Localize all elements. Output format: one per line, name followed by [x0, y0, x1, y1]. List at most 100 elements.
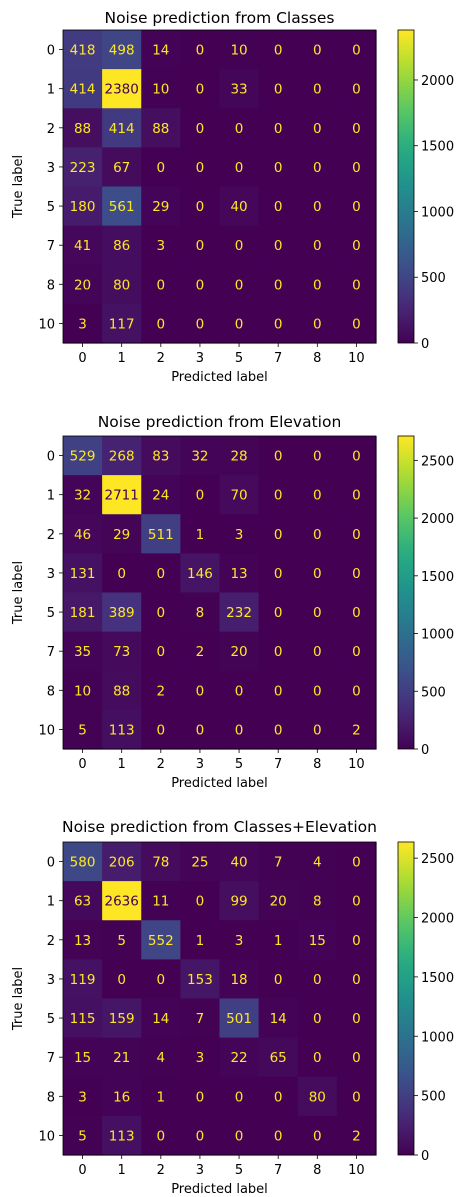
cell-value-label: 0	[313, 722, 322, 738]
cell-value-label: 0	[352, 894, 361, 910]
cell-value-label: 7	[274, 855, 283, 871]
x-tick-label: 5	[235, 757, 243, 772]
heatmap-cell	[180, 709, 221, 750]
heatmap-cell	[180, 225, 221, 266]
heatmap-cell	[63, 69, 103, 109]
heatmap-cell	[102, 553, 142, 594]
heatmap-cell	[219, 1076, 260, 1117]
cell-value-label: 0	[157, 1128, 166, 1144]
heatmap-cell	[297, 147, 338, 188]
heatmap-cell	[102, 475, 142, 515]
cell-value-label: 0	[196, 82, 205, 98]
heatmap-cell	[141, 147, 181, 188]
cell-value-label: 0	[352, 605, 361, 621]
heatmap-cell	[336, 514, 377, 554]
cell-value-label: 3	[235, 933, 244, 949]
cell-value-label: 0	[274, 488, 283, 504]
heatmap-cell	[102, 709, 142, 750]
cell-value-label: 0	[196, 199, 205, 215]
heatmap-cell	[219, 186, 260, 227]
heatmap-cell	[63, 186, 103, 227]
heatmap-cell	[297, 709, 338, 750]
cell-value-label: 119	[70, 972, 96, 988]
cell-value-label: 580	[70, 855, 96, 871]
heatmap-cell	[258, 514, 299, 554]
cell-value-label: 8	[313, 894, 322, 910]
cell-value-label: 223	[70, 160, 96, 176]
cell-value-label: 0	[196, 683, 205, 699]
cell-value-label: 0	[235, 1089, 244, 1105]
heatmap-cell	[141, 881, 181, 921]
cell-value-label: 10	[230, 43, 247, 59]
heatmap-cell	[141, 69, 181, 109]
heatmap-cell	[102, 186, 142, 227]
cell-value-label: 0	[235, 722, 244, 738]
cell-value-label: 0	[352, 238, 361, 254]
heatmap-cell	[180, 959, 221, 1000]
cell-value-label: 10	[74, 683, 91, 699]
cell-value-label: 0	[117, 972, 126, 988]
heatmap-cell	[180, 514, 221, 554]
heatmap-cell	[180, 592, 221, 633]
cell-value-label: 146	[187, 566, 213, 582]
heatmap-cell	[180, 69, 221, 109]
heatmap-cell	[141, 186, 181, 227]
heatmap-cell	[297, 1037, 338, 1078]
heatmap-cell	[297, 1076, 338, 1117]
cell-value-label: 20	[230, 644, 247, 660]
cell-value-label: 0	[196, 277, 205, 293]
cell-value-label: 498	[109, 43, 135, 59]
heatmap-cell	[297, 108, 338, 148]
heatmap-cell	[63, 514, 103, 554]
cell-value-label: 0	[352, 1050, 361, 1066]
cell-value-label: 28	[230, 449, 247, 465]
heatmap-cell	[336, 881, 377, 921]
cell-value-label: 14	[152, 43, 169, 59]
heatmap-cell	[63, 709, 103, 750]
y-tick-label: 5	[47, 1012, 55, 1027]
heatmap-cell	[180, 147, 221, 188]
heatmap-cell	[102, 592, 142, 633]
heatmap-cell	[297, 303, 338, 344]
cell-value-label: 5	[117, 933, 126, 949]
colorbar-frame	[397, 435, 415, 750]
cell-value-label: 0	[274, 449, 283, 465]
heatmap-cell	[258, 30, 299, 70]
heatmap-cell	[258, 108, 299, 148]
cell-value-label: 0	[274, 605, 283, 621]
y-tick-label: 8	[47, 1090, 55, 1105]
plot-frame	[62, 841, 377, 1156]
x-tick-label: 2	[157, 757, 165, 772]
heatmap-cell	[258, 998, 299, 1039]
cell-value-label: 0	[352, 82, 361, 98]
heatmap-cell	[336, 592, 377, 633]
cell-value-label: 0	[157, 316, 166, 332]
cell-value-label: 0	[352, 1011, 361, 1027]
heatmap-cell	[219, 1037, 260, 1078]
cell-value-label: 5	[78, 722, 87, 738]
cell-value-label: 0	[274, 722, 283, 738]
heatmap-cell	[63, 1076, 103, 1117]
cell-value-label: 0	[313, 566, 322, 582]
y-tick-label: 10	[38, 1129, 55, 1144]
heatmap-cell	[141, 959, 181, 1000]
heatmap-cell	[102, 108, 142, 148]
colorbar-tick-label: 1500	[421, 140, 454, 155]
cell-value-label: 0	[352, 199, 361, 215]
heatmap-cell	[141, 436, 181, 476]
cell-value-label: 0	[352, 972, 361, 988]
heatmap-cell	[297, 959, 338, 1000]
cell-value-label: 511	[148, 527, 174, 543]
heatmap-cell	[219, 475, 260, 515]
cell-value-label: 2636	[105, 894, 139, 910]
heatmap-cell	[219, 959, 260, 1000]
heatmap-cell	[297, 1115, 338, 1156]
y-tick-label: 7	[47, 645, 55, 660]
cell-value-label: 2711	[105, 488, 139, 504]
heatmap-cell	[297, 30, 338, 70]
heatmap-cell	[219, 303, 260, 344]
cell-value-label: 0	[352, 160, 361, 176]
cell-value-label: 10	[152, 82, 169, 98]
x-tick-label: 7	[274, 757, 282, 772]
